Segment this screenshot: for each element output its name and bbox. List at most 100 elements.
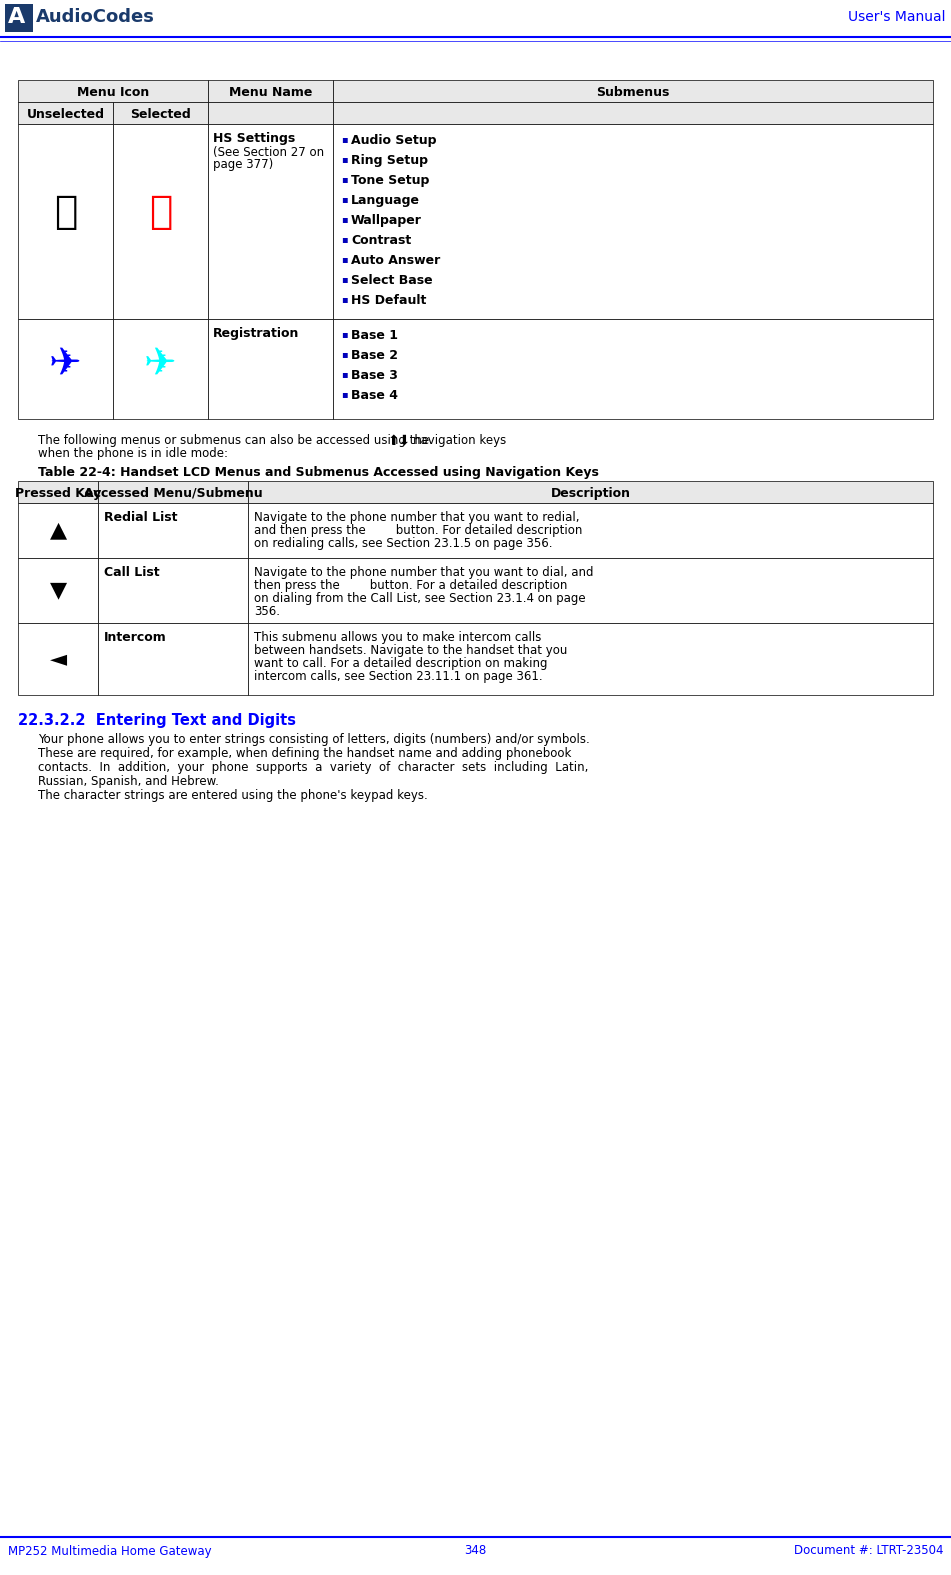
Text: Table 22-4: Handset LCD Menus and Submenus Accessed using Navigation Keys: Table 22-4: Handset LCD Menus and Submen… — [38, 466, 599, 479]
Text: Submenus: Submenus — [596, 87, 670, 99]
Text: ▪: ▪ — [341, 235, 348, 244]
Text: MP252 Multimedia Home Gateway: MP252 Multimedia Home Gateway — [8, 1545, 212, 1558]
Text: when the phone is in idle mode:: when the phone is in idle mode: — [38, 447, 228, 460]
Bar — [248, 480, 933, 502]
Text: User's Manual: User's Manual — [848, 9, 946, 24]
Text: Tone Setup: Tone Setup — [351, 173, 429, 187]
Text: 📱: 📱 — [148, 192, 172, 230]
Text: and then press the        button. For detailed description: and then press the button. For detailed … — [254, 524, 582, 537]
Text: ▪: ▪ — [341, 173, 348, 184]
Text: want to call. For a detailed description on making: want to call. For a detailed description… — [254, 657, 548, 669]
Text: HS Default: HS Default — [351, 295, 426, 307]
Text: Menu Name: Menu Name — [229, 87, 312, 99]
Text: Russian, Spanish, and Hebrew.: Russian, Spanish, and Hebrew. — [38, 775, 219, 788]
Bar — [113, 102, 208, 124]
Text: Base 2: Base 2 — [351, 350, 398, 362]
Text: ✈: ✈ — [145, 345, 177, 383]
Text: ✈: ✈ — [49, 345, 82, 383]
Bar — [333, 102, 933, 124]
Text: These are required, for example, when defining the handset name and adding phone: These are required, for example, when de… — [38, 747, 572, 761]
Bar — [248, 558, 933, 624]
Bar — [113, 320, 208, 419]
Text: 348: 348 — [464, 1545, 486, 1558]
Bar — [18, 502, 98, 558]
Text: ▪: ▪ — [341, 154, 348, 164]
Text: ◄: ◄ — [49, 649, 67, 669]
Bar — [18, 102, 113, 124]
Text: intercom calls, see Section 23.11.1 on page 361.: intercom calls, see Section 23.11.1 on p… — [254, 669, 543, 684]
Text: on dialing from the Call List, see Section 23.1.4 on page: on dialing from the Call List, see Secti… — [254, 592, 586, 605]
Text: (See Section 27 on: (See Section 27 on — [213, 146, 324, 159]
Text: Pressed Key: Pressed Key — [15, 487, 101, 499]
Text: Call List: Call List — [104, 565, 160, 580]
Text: page 377): page 377) — [213, 158, 273, 172]
Text: Base 3: Base 3 — [351, 369, 398, 383]
Text: between handsets. Navigate to the handset that you: between handsets. Navigate to the handse… — [254, 644, 568, 657]
Text: navigation keys: navigation keys — [413, 435, 506, 447]
Text: on redialing calls, see Section 23.1.5 on page 356.: on redialing calls, see Section 23.1.5 o… — [254, 537, 553, 550]
Text: Contrast: Contrast — [351, 235, 411, 247]
Text: ▪: ▪ — [341, 254, 348, 265]
Bar — [333, 124, 933, 320]
Text: This submenu allows you to make intercom calls: This submenu allows you to make intercom… — [254, 632, 541, 644]
Text: ▲: ▲ — [49, 520, 67, 540]
Text: Description: Description — [551, 487, 631, 499]
Bar — [98, 480, 248, 502]
Text: The character strings are entered using the phone's keypad keys.: The character strings are entered using … — [38, 789, 428, 802]
Bar — [18, 624, 98, 695]
Bar — [0, 0, 951, 35]
Text: Language: Language — [351, 194, 420, 206]
Text: Unselected: Unselected — [27, 109, 105, 121]
Bar — [18, 124, 113, 320]
Text: Base 4: Base 4 — [351, 389, 398, 402]
Text: 356.: 356. — [254, 605, 280, 617]
Text: Menu Icon: Menu Icon — [77, 87, 149, 99]
Text: Redial List: Redial List — [104, 510, 178, 524]
Text: ▪: ▪ — [341, 134, 348, 143]
Bar — [18, 80, 208, 102]
Text: ▪: ▪ — [341, 194, 348, 205]
Bar — [333, 80, 933, 102]
Text: Document #: LTRT-23504: Document #: LTRT-23504 — [793, 1545, 943, 1558]
Text: ▪: ▪ — [341, 274, 348, 283]
Bar — [98, 624, 248, 695]
Text: 📱: 📱 — [54, 192, 77, 230]
Text: Ring Setup: Ring Setup — [351, 154, 428, 167]
Bar — [208, 80, 333, 102]
Text: Navigate to the phone number that you want to dial, and: Navigate to the phone number that you wa… — [254, 565, 593, 580]
Bar — [208, 124, 333, 320]
Text: Navigate to the phone number that you want to redial,: Navigate to the phone number that you wa… — [254, 510, 579, 524]
Text: ▪: ▪ — [341, 350, 348, 359]
Text: HS Settings: HS Settings — [213, 132, 295, 145]
Text: Your phone allows you to enter strings consisting of letters, digits (numbers) a: Your phone allows you to enter strings c… — [38, 732, 590, 747]
Bar — [208, 102, 333, 124]
Text: ▪: ▪ — [341, 329, 348, 339]
Bar — [18, 480, 98, 502]
Text: ▼: ▼ — [49, 581, 67, 600]
Bar — [208, 320, 333, 419]
Bar — [248, 502, 933, 558]
Text: Accessed Menu/Submenu: Accessed Menu/Submenu — [84, 487, 262, 499]
Text: contacts.  In  addition,  your  phone  supports  a  variety  of  character  sets: contacts. In addition, your phone suppor… — [38, 761, 589, 773]
Text: Auto Answer: Auto Answer — [351, 254, 440, 268]
Text: A: A — [8, 6, 26, 27]
Text: ▪: ▪ — [341, 295, 348, 304]
Bar — [113, 124, 208, 320]
Text: then press the        button. For a detailed description: then press the button. For a detailed de… — [254, 580, 568, 592]
Text: Intercom: Intercom — [104, 632, 166, 644]
Bar — [98, 502, 248, 558]
Text: Registration: Registration — [213, 328, 300, 340]
Text: The following menus or submenus can also be accessed using the: The following menus or submenus can also… — [38, 435, 429, 447]
Text: AudioCodes: AudioCodes — [36, 8, 155, 27]
Bar — [248, 624, 933, 695]
Text: 22.3.2.2  Entering Text and Digits: 22.3.2.2 Entering Text and Digits — [18, 713, 296, 728]
Text: Base 1: Base 1 — [351, 329, 398, 342]
Bar — [5, 5, 33, 32]
Bar — [18, 558, 98, 624]
Text: ▪: ▪ — [341, 369, 348, 380]
Text: Select Base: Select Base — [351, 274, 433, 287]
Bar — [98, 558, 248, 624]
Text: ▪: ▪ — [341, 389, 348, 398]
Text: Audio Setup: Audio Setup — [351, 134, 437, 146]
Text: ▪: ▪ — [341, 214, 348, 224]
